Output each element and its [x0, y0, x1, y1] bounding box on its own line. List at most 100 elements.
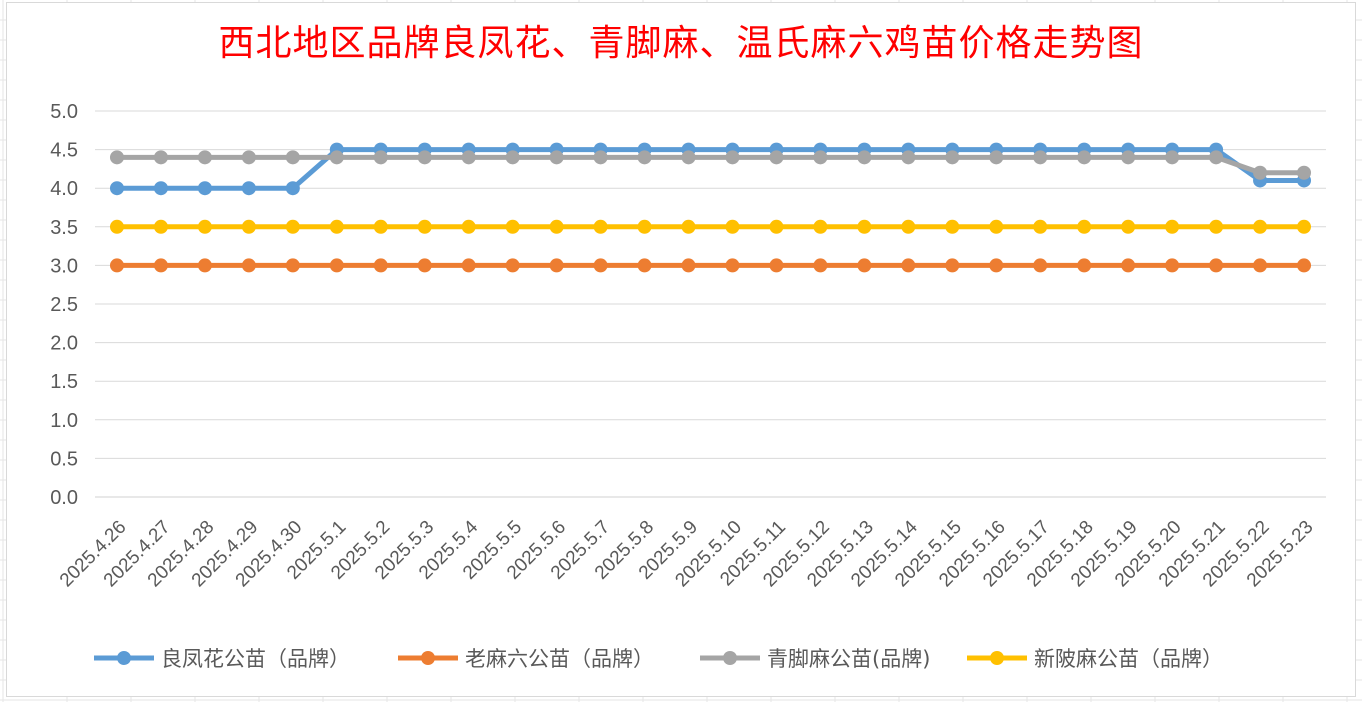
data-point[interactable] [1077, 219, 1092, 234]
data-point[interactable] [329, 258, 344, 273]
data-point[interactable] [637, 150, 652, 165]
data-point[interactable] [1165, 150, 1180, 165]
data-point[interactable] [1165, 219, 1180, 234]
data-point[interactable] [153, 150, 168, 165]
data-point[interactable] [637, 219, 652, 234]
data-point[interactable] [153, 258, 168, 273]
y-tick-label: 0.0 [50, 487, 78, 509]
data-point[interactable] [153, 181, 168, 196]
data-point[interactable] [593, 150, 608, 165]
data-point[interactable] [681, 219, 696, 234]
data-point[interactable] [857, 219, 872, 234]
data-point[interactable] [901, 150, 916, 165]
legend-swatch-marker [723, 651, 737, 665]
data-point[interactable] [329, 219, 344, 234]
data-point[interactable] [593, 219, 608, 234]
data-point[interactable] [813, 150, 828, 165]
series-line [116, 147, 1305, 191]
data-point[interactable] [461, 258, 476, 273]
data-point[interactable] [989, 150, 1004, 165]
gridlines [95, 110, 1326, 498]
data-point[interactable] [857, 258, 872, 273]
data-point[interactable] [1121, 150, 1136, 165]
data-point[interactable] [285, 258, 300, 273]
data-point[interactable] [505, 219, 520, 234]
data-point[interactable] [1297, 258, 1312, 273]
legend-item[interactable]: 青脚麻公苗(品牌) [700, 647, 930, 671]
data-point[interactable] [593, 258, 608, 273]
data-point[interactable] [813, 219, 828, 234]
data-point[interactable] [901, 219, 916, 234]
data-point[interactable] [857, 150, 872, 165]
data-point[interactable] [813, 258, 828, 273]
data-point[interactable] [989, 219, 1004, 234]
data-point[interactable] [1253, 219, 1268, 234]
data-point[interactable] [241, 150, 256, 165]
data-point[interactable] [109, 181, 124, 196]
legend-item[interactable]: 老麻六公苗（品牌） [398, 647, 654, 671]
data-point[interactable] [945, 258, 960, 273]
data-point[interactable] [1033, 258, 1048, 273]
data-point[interactable] [197, 150, 212, 165]
data-point[interactable] [285, 150, 300, 165]
data-point[interactable] [1077, 150, 1092, 165]
data-point[interactable] [417, 219, 432, 234]
data-point[interactable] [1209, 150, 1224, 165]
data-point[interactable] [505, 150, 520, 165]
data-point[interactable] [1033, 150, 1048, 165]
data-point[interactable] [461, 150, 476, 165]
data-point[interactable] [1165, 258, 1180, 273]
data-point[interactable] [373, 150, 388, 165]
data-point[interactable] [417, 150, 432, 165]
chart-area[interactable] [6, 2, 1356, 697]
data-point[interactable] [681, 258, 696, 273]
data-point[interactable] [109, 258, 124, 273]
data-point[interactable] [769, 150, 784, 165]
data-point[interactable] [1297, 165, 1312, 180]
data-point[interactable] [285, 181, 300, 196]
data-point[interactable] [153, 219, 168, 234]
data-point[interactable] [1209, 258, 1224, 273]
data-point[interactable] [1077, 258, 1092, 273]
data-point[interactable] [109, 150, 124, 165]
legend-item[interactable]: 良凤花公苗（品牌） [94, 647, 350, 671]
data-point[interactable] [241, 219, 256, 234]
data-point[interactable] [549, 150, 564, 165]
data-point[interactable] [637, 258, 652, 273]
data-point[interactable] [1209, 219, 1224, 234]
data-point[interactable] [1253, 165, 1268, 180]
data-point[interactable] [769, 219, 784, 234]
data-point[interactable] [1033, 219, 1048, 234]
data-point[interactable] [285, 219, 300, 234]
data-point[interactable] [681, 150, 696, 165]
data-point[interactable] [505, 258, 520, 273]
data-point[interactable] [769, 258, 784, 273]
data-point[interactable] [197, 181, 212, 196]
data-point[interactable] [329, 150, 344, 165]
data-point[interactable] [461, 219, 476, 234]
data-point[interactable] [945, 150, 960, 165]
data-point[interactable] [109, 219, 124, 234]
data-point[interactable] [1253, 258, 1268, 273]
data-point[interactable] [197, 258, 212, 273]
data-point[interactable] [549, 258, 564, 273]
data-point[interactable] [373, 258, 388, 273]
data-point[interactable] [373, 219, 388, 234]
data-point[interactable] [197, 219, 212, 234]
data-point[interactable] [725, 219, 740, 234]
data-point[interactable] [1121, 258, 1136, 273]
data-point[interactable] [417, 258, 432, 273]
data-point[interactable] [901, 258, 916, 273]
data-point[interactable] [989, 258, 1004, 273]
series-line [116, 154, 1305, 176]
data-point[interactable] [945, 219, 960, 234]
legend: 良凤花公苗（品牌） 老麻六公苗（品牌） 青脚麻公苗(品牌) 新陂麻公苗（品牌） [94, 647, 1223, 671]
data-point[interactable] [241, 181, 256, 196]
data-point[interactable] [1121, 219, 1136, 234]
data-point[interactable] [241, 258, 256, 273]
data-point[interactable] [549, 219, 564, 234]
data-point[interactable] [725, 258, 740, 273]
data-point[interactable] [725, 150, 740, 165]
legend-item[interactable]: 新陂麻公苗（品牌） [967, 647, 1223, 671]
data-point[interactable] [1297, 219, 1312, 234]
